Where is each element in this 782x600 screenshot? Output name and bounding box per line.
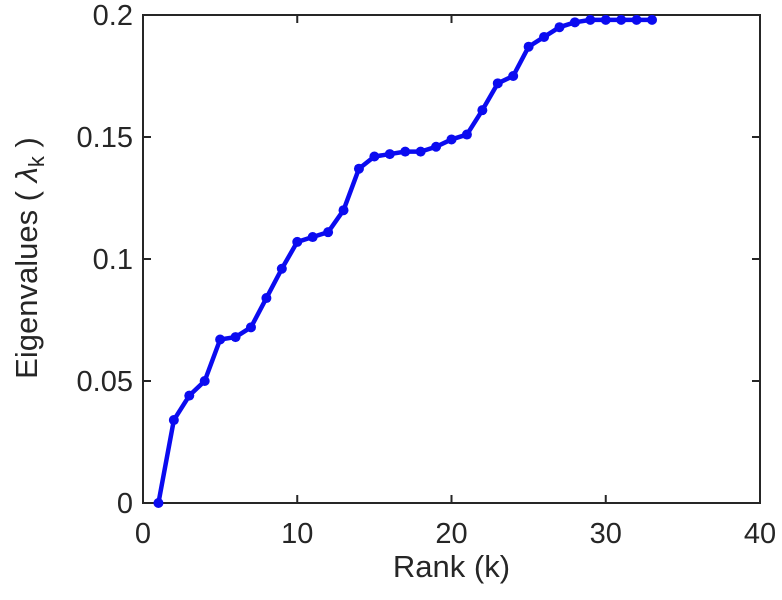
data-point [631,14,642,25]
data-point [492,78,503,89]
data-point [523,41,534,52]
data-point [184,390,195,401]
data-point [415,146,426,157]
x-tick-label: 40 [744,518,776,550]
x-tick-label: 10 [281,518,313,550]
y-axis-label: Eigenvalues ( λk ) [9,137,49,379]
y-tick-label: 0.2 [93,0,133,32]
data-point [261,293,272,304]
x-tick-label: 0 [135,518,151,550]
data-point [230,332,241,343]
y-axis-label-text: Eigenvalues ( [9,182,44,379]
data-point [307,232,318,243]
data-point [554,22,565,33]
data-point [168,415,179,426]
data-point [600,14,611,25]
data-point [153,498,164,508]
y-tick-label: 0.15 [77,122,133,154]
data-point [353,163,364,174]
axes-box [142,14,761,504]
data-point [539,31,550,42]
data-point [199,376,210,386]
y-tick-label: 0 [117,488,133,520]
data-point [616,14,627,25]
data-point [369,151,380,162]
data-point [245,322,256,333]
data-point [215,334,226,345]
data-point [338,205,349,216]
eigenvalues-line [156,17,655,506]
data-point [461,129,472,140]
x-tick-label: 20 [435,518,467,550]
y-tick-label: 0.05 [77,366,133,398]
data-point [384,149,395,160]
data-point [569,17,580,28]
lambda-symbol: λ [9,167,44,183]
data-point [446,134,457,145]
data-point [647,14,658,25]
y-axis-label-close: ) [9,137,44,157]
data-point [323,227,334,238]
data-point [477,105,488,116]
data-point [431,141,442,152]
data-point [292,236,303,247]
x-tick-label: 30 [590,518,622,550]
y-tick-label: 0.1 [93,244,133,276]
lambda-subscript: k [24,156,50,168]
data-point [276,263,287,274]
x-axis-label: Rank (k) [392,549,511,584]
data-point [585,14,596,25]
data-point [508,71,519,81]
data-point [400,146,411,157]
